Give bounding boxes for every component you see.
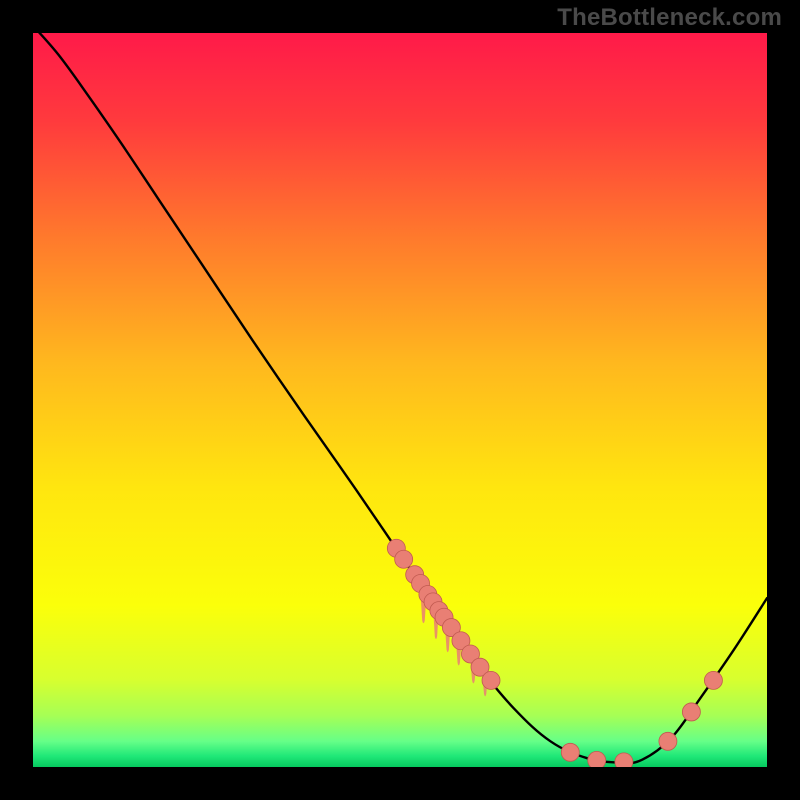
plot-area [33,33,767,767]
data-marker [615,753,633,767]
data-marker [395,550,413,568]
data-markers [387,539,722,767]
data-marker [682,703,700,721]
data-marker [561,743,579,761]
performance-curve [33,33,767,763]
data-marker [704,671,722,689]
chart-canvas: TheBottleneck.com [0,0,800,800]
data-marker [659,732,677,750]
attribution-text: TheBottleneck.com [557,4,782,32]
data-marker [482,671,500,689]
data-marker [588,751,606,767]
chart-svg [33,33,767,767]
